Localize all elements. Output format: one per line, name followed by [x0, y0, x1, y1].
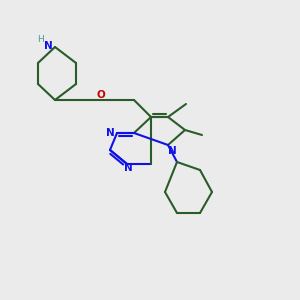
Text: N: N	[168, 146, 176, 156]
Text: N: N	[124, 163, 132, 173]
Text: N: N	[106, 128, 114, 138]
Text: N: N	[44, 41, 52, 51]
Text: O: O	[97, 90, 105, 100]
Text: H: H	[38, 35, 44, 44]
